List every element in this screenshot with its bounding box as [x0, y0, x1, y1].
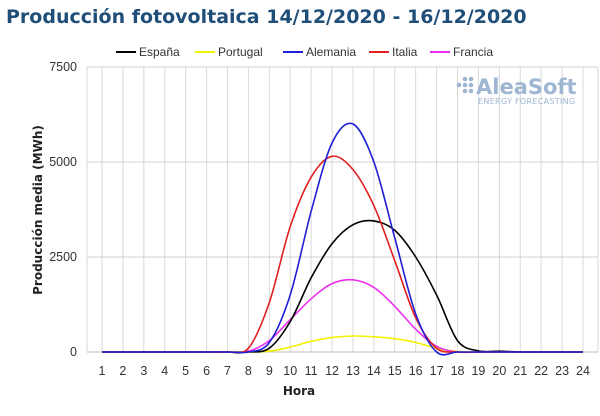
- x-tick-label: 8: [245, 364, 252, 378]
- y-tick-label: 2500: [49, 250, 77, 264]
- legend-item: Alemania: [283, 45, 356, 59]
- watermark: AleaSoft ENERGY FORECASTING: [456, 75, 577, 106]
- legend-item: España: [116, 45, 180, 59]
- x-tick-label: 3: [140, 364, 147, 378]
- x-tick-label: 23: [555, 364, 569, 378]
- legend-item: Italia: [369, 45, 418, 59]
- aleasoft-logo-icon: [456, 76, 474, 94]
- series-line-españa: [101, 219, 583, 354]
- x-tick-label: 4: [161, 364, 168, 378]
- x-tick-label: 15: [388, 364, 402, 378]
- plot-border: [86, 66, 599, 353]
- chart-title: Producción fotovoltaica 14/12/2020 - 16/…: [6, 6, 527, 28]
- x-tick-label: 16: [409, 364, 423, 378]
- watermark-tagline: ENERGY FORECASTING: [478, 97, 575, 106]
- legend-label: Italia: [392, 45, 418, 59]
- x-tick-label: 13: [346, 364, 360, 378]
- x-tick-label: 20: [492, 364, 506, 378]
- series-line-portugal: [101, 335, 583, 353]
- series-line-francia: [101, 278, 583, 354]
- legend: España Portugal Alemania Italia Francia: [116, 45, 493, 59]
- x-tick-label: 18: [451, 364, 465, 378]
- legend-label: Alemania: [306, 45, 356, 59]
- x-tick-label: 1: [99, 364, 106, 378]
- x-tick-label: 6: [203, 364, 210, 378]
- legend-label: Francia: [453, 45, 493, 59]
- series-line-italia: [101, 155, 583, 354]
- y-tick-label: 5000: [49, 155, 77, 169]
- x-tick-label: 9: [266, 364, 273, 378]
- watermark-brand: AleaSoft: [476, 75, 577, 99]
- legend-item: Francia: [430, 45, 493, 59]
- x-tick-label: 12: [325, 364, 339, 378]
- x-tick-label: 2: [119, 364, 126, 378]
- x-tick-label: 7: [224, 364, 231, 378]
- x-tick-label: 5: [182, 364, 189, 378]
- x-axis-label: Hora: [283, 384, 315, 398]
- x-tick-label: 21: [513, 364, 527, 378]
- series-line-alemania: [101, 122, 583, 356]
- x-tick-label: 10: [283, 364, 297, 378]
- x-tick-label: 19: [471, 364, 485, 378]
- y-tick-label: 0: [70, 345, 77, 359]
- x-tick-labels: 1 2 3 4 5 6 7 8 9 10 11 12 13 14 15 16 17 18 19 20 21 22 23 24: [99, 364, 590, 378]
- x-tick-label: 22: [534, 364, 548, 378]
- x-tick-label: 17: [430, 364, 444, 378]
- x-tick-label: 14: [367, 364, 381, 378]
- legend-label: Portugal: [218, 45, 263, 59]
- x-tick-label: 24: [576, 364, 590, 378]
- grid: [86, 66, 599, 353]
- y-tick-label: 7500: [49, 60, 77, 74]
- legend-label: España: [139, 45, 180, 59]
- series-lines: [101, 122, 583, 356]
- x-tick-label: 11: [305, 364, 318, 378]
- y-axis-label: Producción media (MWh): [31, 125, 45, 295]
- legend-item: Portugal: [195, 45, 263, 59]
- y-tick-labels: 0 2500 5000 7500: [49, 60, 77, 359]
